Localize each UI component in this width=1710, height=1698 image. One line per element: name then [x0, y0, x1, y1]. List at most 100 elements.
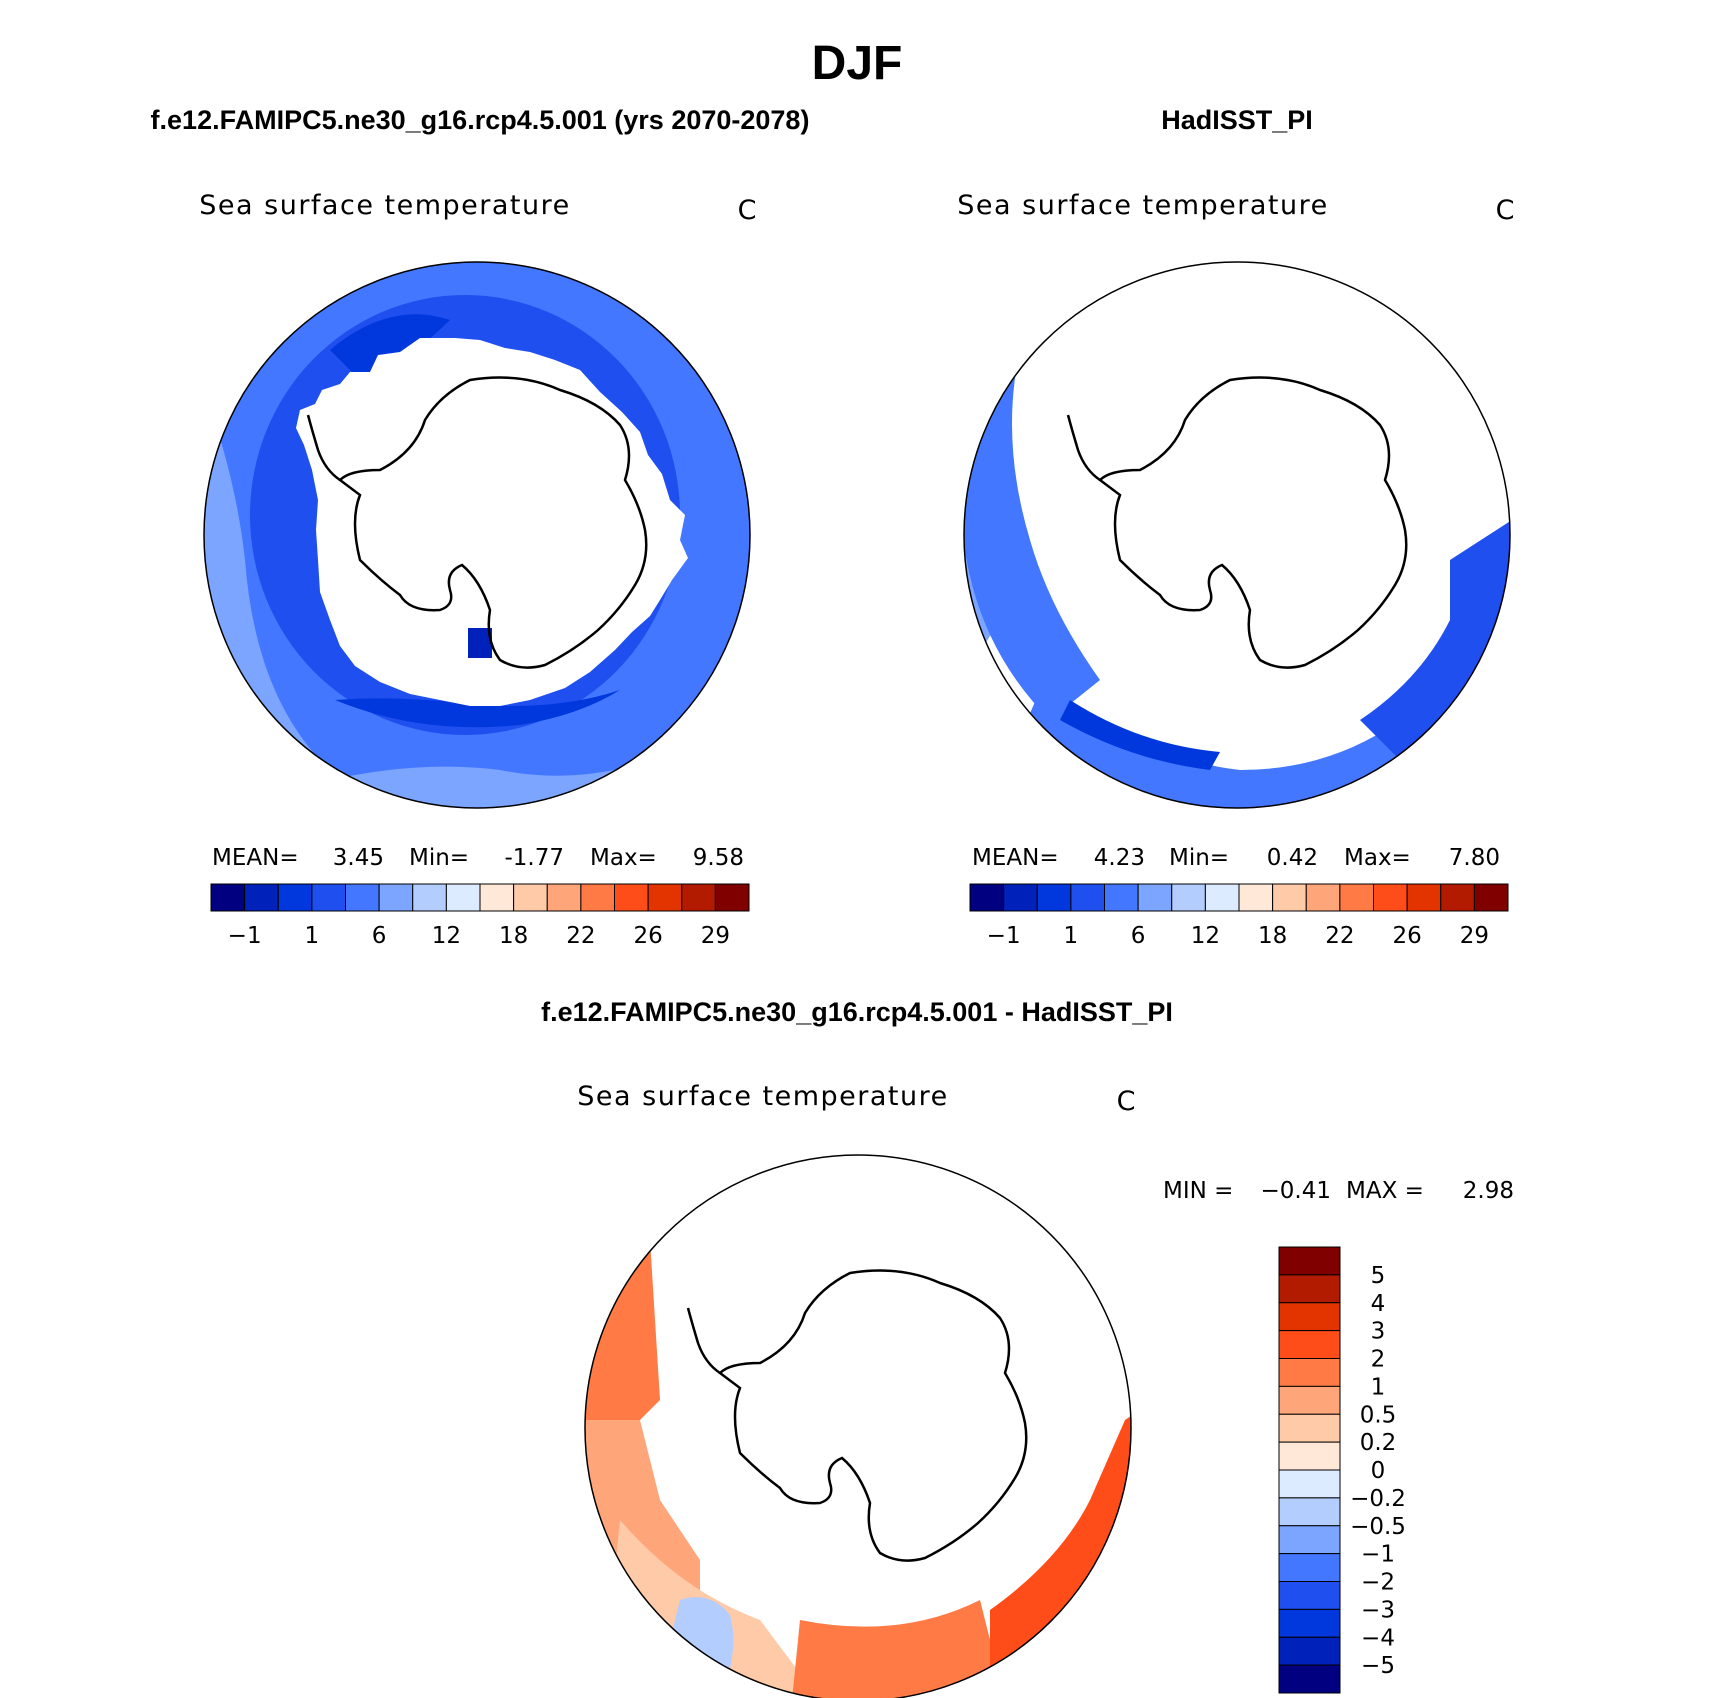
- colorbar-swatch: [1104, 883, 1139, 912]
- colorbar-tick-label: 26: [1392, 923, 1421, 949]
- colorbar-swatch: [1305, 883, 1341, 912]
- colorbar-swatch: [1278, 1553, 1341, 1582]
- max-label: MAX =: [1346, 1178, 1424, 1204]
- panel-obs-units: C: [1496, 195, 1515, 226]
- colorbar-swatch: [614, 883, 649, 912]
- panel-obs: HadISST_PI Sea surface temperature C MEA…: [957, 105, 1515, 949]
- colorbar-swatch: [1238, 883, 1274, 912]
- panel-model-units: C: [738, 195, 757, 226]
- colorbar-tick-label: 26: [633, 923, 662, 949]
- colorbar-swatch: [969, 883, 1005, 912]
- sst-band-cold-north: [330, 314, 450, 380]
- colorbar-swatch: [378, 883, 414, 912]
- colorbar-swatch: [580, 883, 615, 912]
- colorbar-swatch: [277, 883, 313, 912]
- colorbar-tick-label: −5: [1361, 1653, 1395, 1679]
- colorbar-swatch: [513, 883, 548, 912]
- colorbar-swatch: [1278, 1330, 1341, 1359]
- panel-diff-title: f.e12.FAMIPC5.ne30_g16.rcp4.5.001 - HadI…: [541, 997, 1173, 1027]
- colorbar-tick-label: 6: [1131, 923, 1146, 949]
- colorbar-swatch: [1278, 1413, 1341, 1443]
- page-title: DJF: [812, 37, 903, 90]
- colorbar-swatch: [1137, 883, 1173, 912]
- min-label: Min=: [1169, 845, 1229, 871]
- colorbar-swatch: [1278, 1246, 1341, 1276]
- antarctica-coastline: [338, 376, 648, 669]
- colorbar-tick-label: 29: [1460, 923, 1489, 949]
- panel-obs-stats: MEAN= 4.23 Min= 0.42 Max= 7.80: [972, 845, 1500, 871]
- colorbar-tick-label: −0.5: [1350, 1514, 1406, 1540]
- antarctica-coastline: [1098, 376, 1408, 669]
- colorbar-tick-label: −1: [1361, 1542, 1395, 1568]
- colorbar-tick-label: 0.5: [1360, 1402, 1397, 1428]
- sst-band-west: [964, 350, 1100, 720]
- mean-value: 3.45: [333, 845, 384, 871]
- colorbar-swatch: [1036, 883, 1072, 912]
- map-model: [204, 262, 750, 808]
- colorbar-tick-label: 18: [499, 923, 528, 949]
- colorbar-tick-label: −0.2: [1350, 1486, 1406, 1512]
- mean-value: 4.23: [1094, 845, 1145, 871]
- colorbar-swatch: [1406, 883, 1442, 912]
- colorbar-swatch: [1204, 883, 1240, 912]
- min-value: −0.41: [1261, 1178, 1331, 1204]
- colorbar-swatch: [1278, 1636, 1341, 1666]
- colorbar-model: −1 1 6 12 18 22 26 29: [210, 883, 750, 949]
- colorbar-swatch: [1339, 883, 1374, 912]
- colorbar-swatch: [1003, 883, 1038, 912]
- colorbar-tick-label: 6: [372, 923, 387, 949]
- colorbar-swatch: [1278, 1441, 1341, 1471]
- colorbar-swatch: [1070, 883, 1105, 912]
- colorbar-tick-label: −1: [987, 923, 1021, 949]
- colorbar-swatch: [1278, 1302, 1341, 1332]
- map-obs: [964, 350, 1510, 808]
- colorbar-tick-label: −2: [1361, 1570, 1395, 1596]
- colorbar-tick-label: 2: [1371, 1347, 1386, 1373]
- colorbar-swatch: [1278, 1581, 1341, 1610]
- colorbar-swatch: [1440, 883, 1475, 912]
- colorbar-tick-label: 29: [701, 923, 730, 949]
- sst-band-cold-southwest: [1060, 700, 1220, 770]
- colorbar-swatch: [244, 883, 279, 912]
- colorbar-tick-label: 22: [566, 923, 595, 949]
- colorbar-swatch: [1278, 1358, 1341, 1387]
- colorbar-swatch: [412, 883, 447, 912]
- sst-cold-patch: [468, 628, 492, 658]
- colorbar-swatch: [1278, 1525, 1341, 1555]
- colorbar-tick-label: 22: [1325, 923, 1354, 949]
- min-label: Min=: [409, 845, 469, 871]
- min-value: 0.42: [1267, 845, 1318, 871]
- colorbar-tick-label: 0.2: [1360, 1430, 1397, 1456]
- panel-model-title: f.e12.FAMIPC5.ne30_g16.rcp4.5.001 (yrs 2…: [151, 105, 810, 135]
- min-label: MIN =: [1163, 1178, 1233, 1204]
- colorbar-swatch: [311, 883, 346, 912]
- colorbar-swatch: [1473, 883, 1509, 912]
- diff-band-west: [585, 1240, 660, 1420]
- map-diff: [585, 1240, 1131, 1698]
- colorbar-swatch: [714, 883, 750, 912]
- map-diff-border: [584, 1154, 1132, 1698]
- sst-band-east: [1360, 520, 1510, 760]
- panel-obs-variable: Sea surface temperature: [957, 190, 1328, 221]
- max-value: 9.58: [693, 845, 744, 871]
- diff-band-east: [990, 1410, 1131, 1698]
- diff-band-south: [790, 1600, 1010, 1698]
- colorbar-swatch: [479, 883, 515, 912]
- colorbar-swatch: [210, 883, 246, 912]
- panel-model-stats: MEAN= 3.45 Min= -1.77 Max= 9.58: [212, 845, 744, 871]
- colorbar-swatch: [445, 883, 481, 912]
- colorbar-tick-label: 3: [1371, 1319, 1386, 1345]
- antarctic-peninsula: [1066, 414, 1101, 482]
- colorbar-tick-label: −1: [228, 923, 262, 949]
- colorbar-swatch: [1272, 883, 1307, 912]
- mean-label: MEAN=: [972, 845, 1059, 871]
- min-value: -1.77: [504, 845, 564, 871]
- map-model-border: [203, 261, 751, 809]
- colorbar-tick-label: −3: [1361, 1597, 1395, 1623]
- panel-model-variable: Sea surface temperature: [199, 190, 570, 221]
- colorbar-swatch: [546, 883, 582, 912]
- max-value: 7.80: [1449, 845, 1500, 871]
- colorbar-swatch: [1278, 1608, 1341, 1638]
